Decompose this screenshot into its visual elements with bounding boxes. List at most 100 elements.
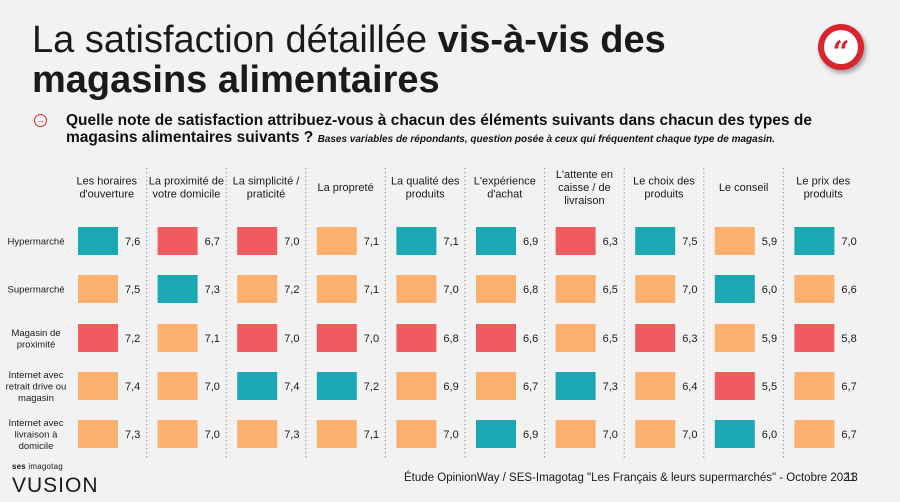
score-value: 6,5 xyxy=(603,333,618,345)
row-label-line: Magasin de xyxy=(11,328,60,339)
score-cell xyxy=(157,275,198,303)
score-cell xyxy=(635,275,676,303)
column-header-line: livraison xyxy=(564,195,604,207)
score-value: 5,9 xyxy=(762,236,777,248)
score-value: 5,8 xyxy=(841,333,856,345)
score-cell xyxy=(714,420,755,448)
column-header-line: caisse / de xyxy=(558,182,611,194)
question-main: Quelle note de satisfaction attribuez-vo… xyxy=(66,112,812,146)
title-bold: vis-à-vis des magasins alimentaires xyxy=(32,19,666,101)
score-value: 7,0 xyxy=(205,429,220,441)
score-cell xyxy=(316,275,357,303)
column-header-line: produits xyxy=(644,189,684,201)
column-header-line: praticité xyxy=(247,189,286,201)
row-label: Supermarché xyxy=(7,285,64,296)
score-cell xyxy=(555,227,596,255)
column-header: Le choix des produits xyxy=(633,176,695,201)
score-value: 7,0 xyxy=(443,429,458,441)
score-value: 7,0 xyxy=(205,381,220,393)
title-regular: La satisfaction détaillée xyxy=(32,19,438,61)
score-cell xyxy=(794,324,835,352)
column-header-line: Le conseil xyxy=(719,182,769,194)
score-cell xyxy=(555,372,596,400)
column-header-line: Les horaires xyxy=(77,176,138,188)
score-value: 6,9 xyxy=(523,429,538,441)
score-cell xyxy=(476,324,516,352)
score-cell xyxy=(635,324,676,352)
score-cell xyxy=(396,324,437,352)
column-header-line: produits xyxy=(804,189,844,201)
column-header-line: d'achat xyxy=(487,189,522,201)
score-value: 7,6 xyxy=(125,236,140,248)
column-header: Les horaires d'ouverture xyxy=(77,176,138,201)
score-cell xyxy=(635,227,676,255)
question-note: Bases variables de répondants, question … xyxy=(317,134,775,145)
score-value: 7,0 xyxy=(841,236,856,248)
column-header: Le conseil xyxy=(719,182,769,194)
arrow-right-icon: → xyxy=(34,114,47,127)
score-cell xyxy=(237,420,278,448)
page-title: La satisfaction détaillée vis-à-vis des … xyxy=(32,20,792,100)
score-value: 6,6 xyxy=(523,333,538,345)
score-cell xyxy=(237,275,278,303)
score-value: 7,0 xyxy=(682,284,697,296)
column-header-line: L'expérience xyxy=(474,176,536,188)
score-cell xyxy=(794,372,835,400)
score-cell xyxy=(78,324,118,352)
score-cell xyxy=(237,324,278,352)
score-value: 6,9 xyxy=(443,381,458,393)
score-cell xyxy=(396,227,437,255)
vusion-logo: VUSION xyxy=(12,474,99,497)
score-cell xyxy=(476,275,516,303)
column-header-line: votre domicile xyxy=(152,189,220,201)
score-cell xyxy=(714,227,755,255)
source-note: Étude OpinionWay / SES-Imagotag "Les Fra… xyxy=(404,472,856,484)
score-cell xyxy=(476,372,516,400)
score-cell xyxy=(555,275,596,303)
column-header: L'expérience d'achat xyxy=(474,176,536,201)
score-value: 7,0 xyxy=(284,236,299,248)
ses-imagotag-logo: ses imagotag xyxy=(12,462,63,471)
score-value: 7,0 xyxy=(603,429,618,441)
column-header: La qualité des produits xyxy=(391,176,460,201)
column-header: La propreté xyxy=(317,182,373,194)
score-cell xyxy=(794,275,835,303)
score-cell xyxy=(78,275,118,303)
score-value: 7,4 xyxy=(284,381,299,393)
column-header: La proximité de votre domicile xyxy=(149,176,224,201)
score-cell xyxy=(555,420,596,448)
score-cell xyxy=(237,227,278,255)
score-value: 7,5 xyxy=(125,284,140,296)
score-value: 6,0 xyxy=(762,284,777,296)
score-value: 7,0 xyxy=(682,429,697,441)
score-value: 7,1 xyxy=(364,236,379,248)
score-cell xyxy=(316,324,357,352)
column-header: L'attente en caisse / de livraison xyxy=(556,169,613,207)
quote-icon: “ xyxy=(824,30,858,70)
score-value: 7,0 xyxy=(284,333,299,345)
score-cell xyxy=(794,227,835,255)
column-header-line: produits xyxy=(406,189,446,201)
score-cell xyxy=(396,275,437,303)
row-label-line: Supermarché xyxy=(7,285,64,296)
score-cell xyxy=(78,420,118,448)
score-value: 6,7 xyxy=(841,429,856,441)
row-label: Internet avec retrait drive ou magasin xyxy=(6,370,67,404)
row-label: Internet avec livraison à domicile xyxy=(9,418,64,452)
score-cell xyxy=(157,372,198,400)
score-value: 6,7 xyxy=(841,381,856,393)
score-cell xyxy=(396,372,437,400)
score-value: 6,7 xyxy=(205,236,220,248)
column-header-line: Le prix des xyxy=(796,176,850,188)
column-header-line: La proximité de xyxy=(149,176,224,188)
row-label: Hypermarché xyxy=(7,237,64,248)
logo-small-bold: ses xyxy=(12,462,26,471)
score-cell xyxy=(714,275,755,303)
logo-small-rest: imagotag xyxy=(25,462,63,471)
score-cell xyxy=(714,324,755,352)
score-cell xyxy=(78,372,118,400)
score-cell xyxy=(157,324,198,352)
row-label-line: retrait drive ou xyxy=(6,382,67,393)
score-cell xyxy=(157,227,198,255)
score-value: 6,9 xyxy=(523,236,538,248)
